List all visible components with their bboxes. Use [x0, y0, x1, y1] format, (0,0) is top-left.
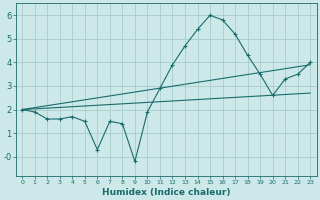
X-axis label: Humidex (Indice chaleur): Humidex (Indice chaleur)	[102, 188, 230, 197]
